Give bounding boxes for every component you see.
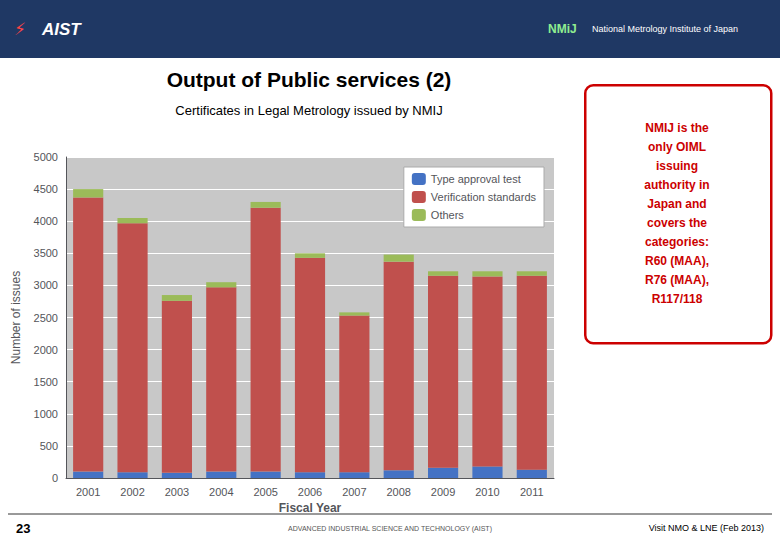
svg-text:categories:: categories: bbox=[645, 235, 709, 249]
svg-text:Others: Others bbox=[431, 209, 465, 221]
svg-text:2005: 2005 bbox=[253, 486, 277, 498]
svg-text:Verification standards: Verification standards bbox=[431, 191, 537, 203]
svg-text:2004: 2004 bbox=[209, 486, 233, 498]
svg-text:2002: 2002 bbox=[120, 486, 144, 498]
svg-text:authority in: authority in bbox=[644, 178, 709, 192]
svg-text:Output of Public services (2): Output of Public services (2) bbox=[167, 68, 452, 91]
svg-text:Fiscal Year: Fiscal Year bbox=[279, 501, 342, 515]
svg-text:R117/118: R117/118 bbox=[652, 292, 703, 306]
svg-text:Type approval test: Type approval test bbox=[431, 173, 521, 185]
svg-text:2006: 2006 bbox=[298, 486, 322, 498]
svg-text:1500: 1500 bbox=[34, 376, 58, 388]
svg-text:issuing: issuing bbox=[656, 159, 698, 173]
svg-text:500: 500 bbox=[40, 440, 58, 452]
svg-text:2500: 2500 bbox=[34, 312, 58, 324]
svg-text:3000: 3000 bbox=[34, 279, 58, 291]
svg-text:23: 23 bbox=[16, 521, 30, 536]
svg-text:4000: 4000 bbox=[34, 215, 58, 227]
svg-text:Japan and: Japan and bbox=[647, 197, 706, 211]
svg-text:National Metrology Institute o: National Metrology Institute of Japan bbox=[592, 24, 738, 34]
svg-text:only OIML: only OIML bbox=[648, 140, 706, 154]
svg-text:0: 0 bbox=[52, 472, 58, 484]
svg-text:2011: 2011 bbox=[520, 486, 544, 498]
svg-text:Certificates in Legal Metrolog: Certificates in Legal Metrology issued b… bbox=[175, 103, 442, 118]
svg-text:2008: 2008 bbox=[386, 486, 410, 498]
svg-text:AIST: AIST bbox=[41, 20, 82, 39]
svg-text:R60 (MAA),: R60 (MAA), bbox=[645, 254, 709, 268]
svg-text:2007: 2007 bbox=[342, 486, 366, 498]
svg-text:NMiJ: NMiJ bbox=[548, 22, 577, 36]
svg-text:3500: 3500 bbox=[34, 247, 58, 259]
svg-text:⚡: ⚡ bbox=[14, 20, 26, 39]
svg-text:4500: 4500 bbox=[34, 183, 58, 195]
svg-text:Number of issues: Number of issues bbox=[9, 271, 23, 364]
svg-text:covers the: covers the bbox=[647, 216, 707, 230]
svg-text:5000: 5000 bbox=[34, 151, 58, 163]
svg-text:2003: 2003 bbox=[165, 486, 189, 498]
svg-text:Visit NMO & LNE (Feb 2013): Visit NMO & LNE (Feb 2013) bbox=[649, 523, 764, 533]
svg-text:2000: 2000 bbox=[34, 344, 58, 356]
svg-text:1000: 1000 bbox=[34, 408, 58, 420]
svg-text:R76 (MAA),: R76 (MAA), bbox=[645, 273, 709, 287]
svg-text:2010: 2010 bbox=[475, 486, 499, 498]
svg-text:2001: 2001 bbox=[76, 486, 100, 498]
svg-text:ADVANCED INDUSTRIAL SCIENCE AN: ADVANCED INDUSTRIAL SCIENCE AND TECHNOLO… bbox=[288, 525, 492, 533]
svg-text:NMIJ is the: NMIJ is the bbox=[645, 121, 709, 135]
svg-text:2009: 2009 bbox=[431, 486, 455, 498]
